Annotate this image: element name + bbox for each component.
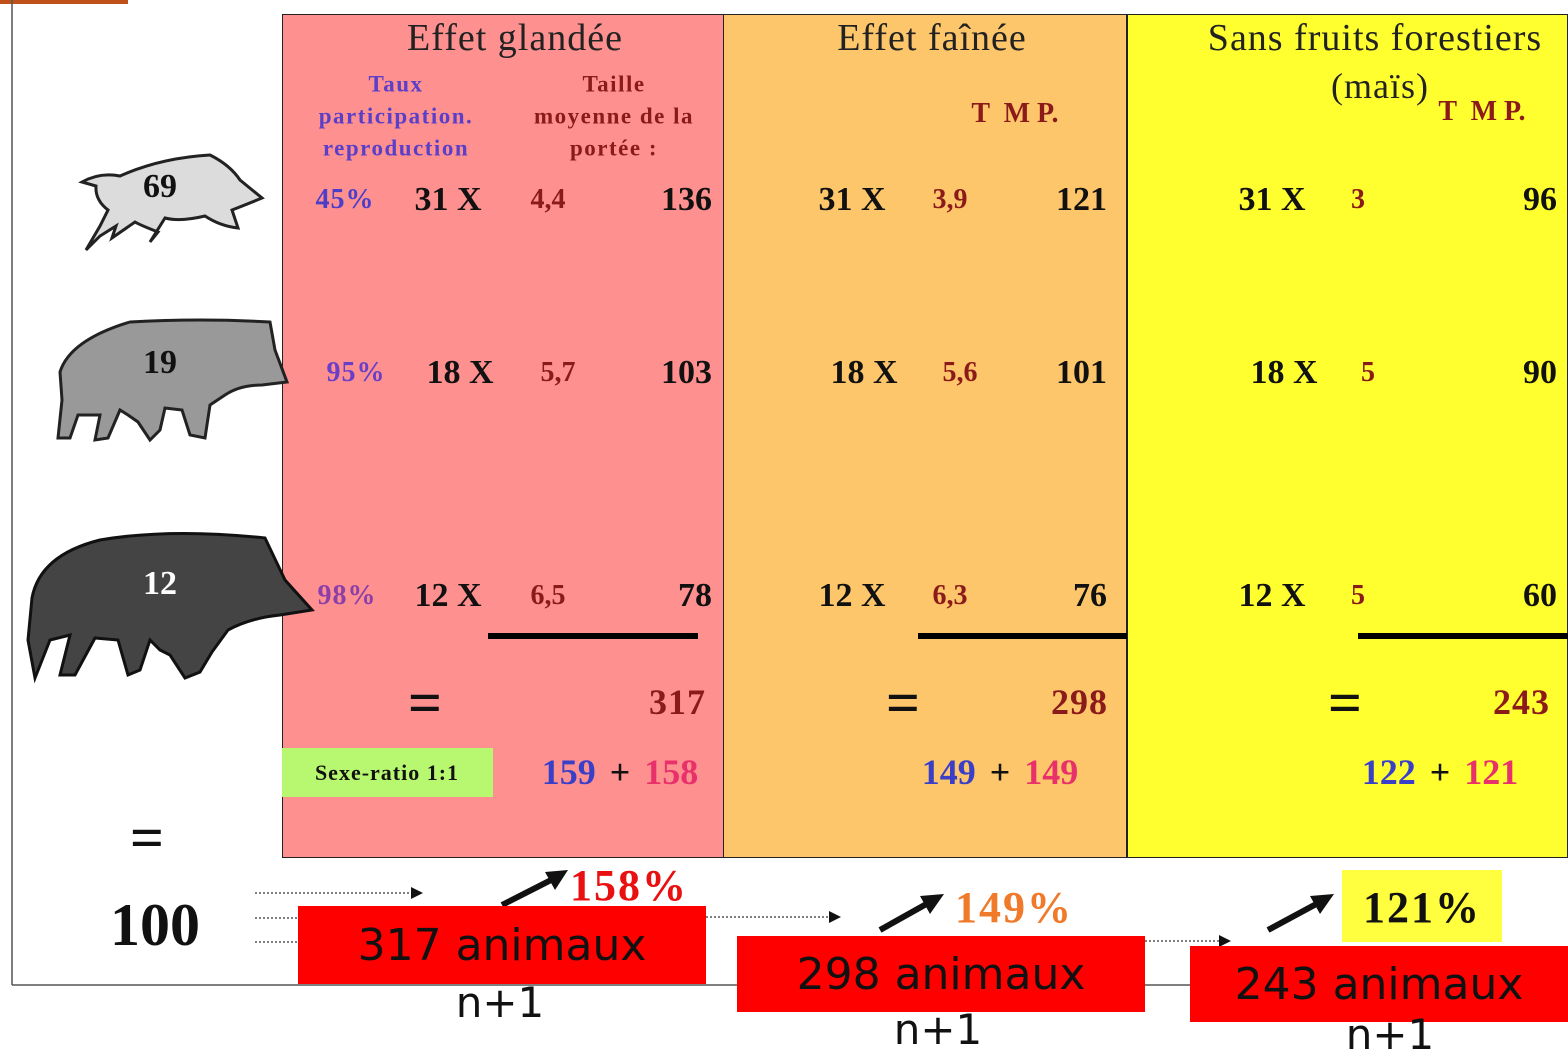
growth-rate: 149% — [955, 886, 1073, 930]
split-males: 122 — [1362, 752, 1416, 792]
litter-size: 5 — [1351, 582, 1365, 610]
period: n+1 — [894, 1009, 983, 1051]
boar-count: 31 X — [1238, 183, 1305, 217]
growth-rate: 121% — [1363, 886, 1481, 930]
split-plus: + — [1430, 752, 1451, 792]
growth-rate: 158% — [570, 864, 688, 908]
equals-sign: = — [130, 808, 164, 868]
split-males: 149 — [922, 752, 976, 792]
column-title: Effet glandée — [407, 19, 623, 57]
column-title: Sans fruits forestiers — [1208, 19, 1542, 57]
litter-size: 6,5 — [531, 582, 566, 610]
sex-split: 122 +121 — [1362, 754, 1519, 790]
boar — [28, 533, 312, 678]
litter-size: 5,6 — [943, 359, 978, 387]
equals-sign: = — [886, 673, 920, 733]
piglets: 60 — [1523, 579, 1557, 613]
split-plus: + — [610, 752, 631, 792]
piglets: 76 — [1073, 579, 1107, 613]
piglets: 103 — [661, 356, 712, 390]
boar-count: 31 X — [818, 183, 885, 217]
boar-count: 18 X — [830, 356, 897, 390]
tmp-header: T M P. — [971, 100, 1058, 128]
total-count: 100 — [110, 895, 200, 955]
boar-count: 69 — [143, 170, 177, 204]
total-piglets: 243 — [1493, 684, 1550, 720]
piglets: 121 — [1056, 183, 1107, 217]
split-females: 149 — [1024, 752, 1078, 792]
tmp-header: T M P. — [1438, 98, 1525, 126]
column-subheader: participation. — [319, 105, 474, 128]
boar-count: 31 X — [414, 183, 481, 217]
participation-rate: 95% — [327, 359, 386, 387]
period: n+1 — [456, 982, 545, 1024]
litter-size: 3,9 — [933, 186, 968, 214]
litter-size: 5 — [1361, 359, 1375, 387]
split-females: 158 — [644, 752, 698, 792]
piglets: 90 — [1523, 356, 1557, 390]
boar-count: 12 X — [414, 579, 481, 613]
boar-count: 18 X — [426, 356, 493, 390]
litter-size: 4,4 — [531, 186, 566, 214]
boar-count: 19 — [143, 346, 177, 380]
participation-rate: 98% — [318, 582, 377, 610]
sex-split: 159 +158 — [542, 754, 699, 790]
total-piglets: 317 — [649, 684, 706, 720]
piglets: 96 — [1523, 183, 1557, 217]
participation-rate: 45% — [316, 186, 375, 214]
column-subheader: Taux — [368, 73, 423, 96]
piglets: 78 — [678, 579, 712, 613]
split-females: 121 — [1464, 752, 1518, 792]
column-title: Effet faînée — [837, 19, 1027, 57]
column-subheader: Taille — [582, 73, 645, 96]
period: n+1 — [1346, 1014, 1435, 1056]
boar-count: 12 X — [818, 579, 885, 613]
column-subheader: reproduction — [323, 137, 469, 160]
boar-count: 18 X — [1250, 356, 1317, 390]
litter-size: 6,3 — [933, 582, 968, 610]
boar-count: 12 X — [1238, 579, 1305, 613]
animals-box: 317 animaux — [298, 906, 706, 984]
sex-ratio: Sexe-ratio 1:1 — [315, 762, 459, 784]
animals-box: 298 animaux — [737, 936, 1145, 1012]
column-subheader: moyenne de la — [534, 105, 694, 128]
column-title-note: (maïs) — [1331, 68, 1429, 104]
litter-size: 3 — [1351, 186, 1365, 214]
equals-sign: = — [1328, 673, 1362, 733]
split-plus: + — [990, 752, 1011, 792]
split-males: 159 — [542, 752, 596, 792]
piglets: 101 — [1056, 356, 1107, 390]
litter-size: 5,7 — [541, 359, 576, 387]
piglets: 136 — [661, 183, 712, 217]
overlay — [0, 0, 1568, 1047]
sex-split: 149 +149 — [922, 754, 1079, 790]
equals-sign: = — [408, 673, 442, 733]
total-piglets: 298 — [1051, 684, 1108, 720]
column-subheader: portée : — [570, 137, 658, 160]
page: {"boars":[{"label":"69"},{"label":"19"},… — [0, 0, 1568, 1047]
boar-count: 12 — [143, 567, 177, 601]
